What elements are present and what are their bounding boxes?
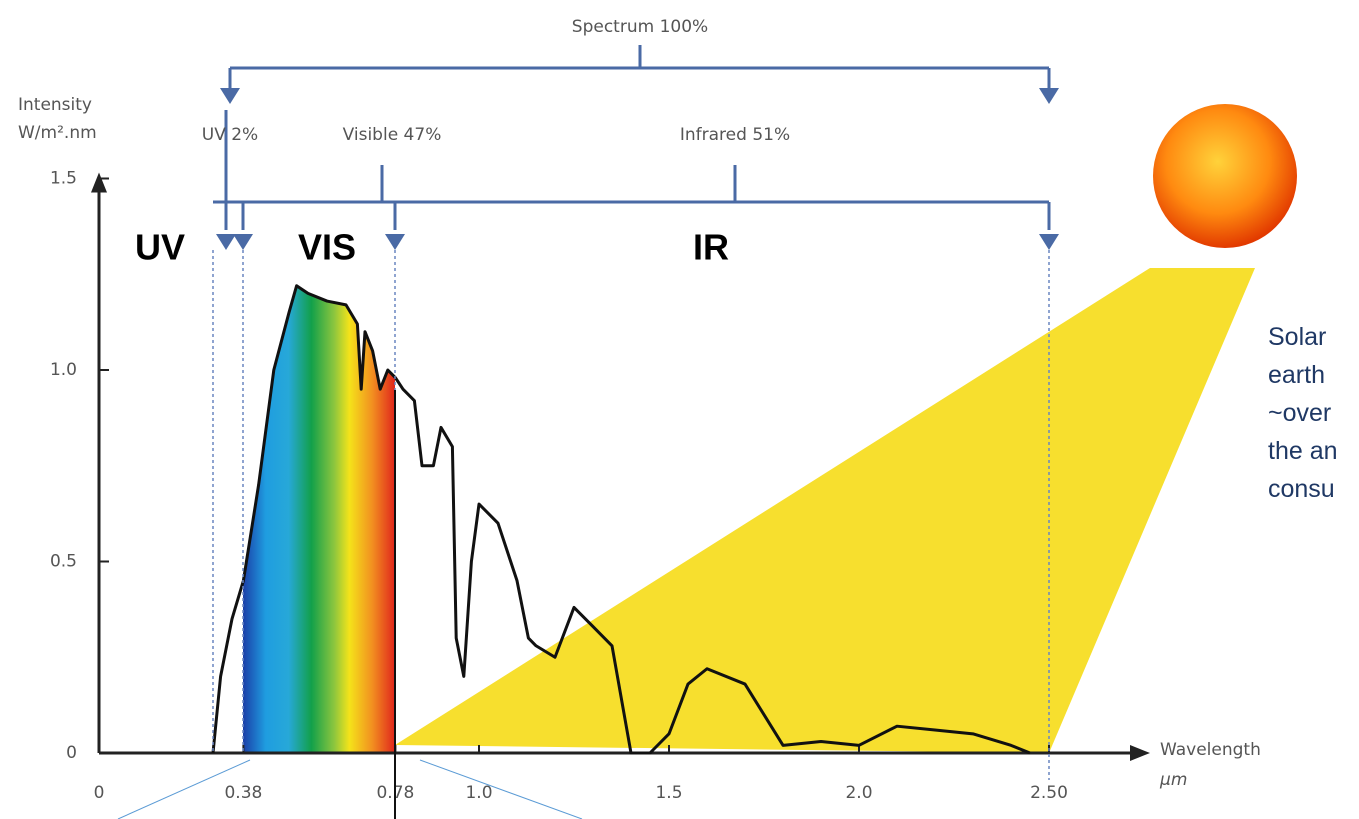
- y-tick-label: 1.0: [50, 360, 77, 380]
- sun: [1153, 104, 1297, 248]
- infrared-share: Infrared 51%: [680, 125, 790, 145]
- arrow: [216, 234, 236, 250]
- uv-share: UV 2%: [202, 125, 258, 145]
- x-tick-label: 1.0: [465, 783, 492, 803]
- arrow: [385, 234, 405, 250]
- uv-label: UV: [135, 227, 185, 268]
- note-line: consu: [1268, 475, 1335, 503]
- x-tick-label: 2.50: [1030, 783, 1068, 803]
- chart: 00.380.781.01.52.02.5000.51.01.5 Spectru…: [0, 0, 1359, 819]
- x-tick-label: 2.0: [845, 783, 872, 803]
- note-line: earth: [1268, 361, 1325, 389]
- x-tick-label: 0.38: [224, 783, 262, 803]
- arrow: [220, 88, 240, 104]
- x-axis-label: µm: [1159, 770, 1187, 790]
- x-axis-label: Wavelength: [1160, 740, 1261, 760]
- note-line: the an: [1268, 437, 1338, 465]
- y-axis-label: Intensity: [18, 95, 92, 115]
- y-tick-label: 1.5: [50, 169, 77, 189]
- x-axis-arrow: [1130, 745, 1150, 761]
- y-axis-arrow: [91, 173, 107, 193]
- x-tick-label: 0: [94, 783, 105, 803]
- arrow: [1039, 88, 1059, 104]
- visible-share: Visible 47%: [343, 125, 442, 145]
- x-tick-label: 1.5: [655, 783, 682, 803]
- arrow: [233, 234, 253, 250]
- arrow: [1039, 234, 1059, 250]
- ir-label: IR: [693, 227, 729, 268]
- note-line: Solar: [1268, 323, 1326, 351]
- light-beam: [395, 268, 1255, 753]
- spectrum-label: Spectrum 100%: [572, 17, 708, 37]
- y-tick-label: 0: [66, 743, 77, 763]
- callout-line: [420, 760, 582, 819]
- vis-label: VIS: [298, 227, 356, 268]
- y-axis-label: W/m².nm: [18, 123, 97, 143]
- y-tick-label: 0.5: [50, 552, 77, 572]
- note-line: ~over: [1268, 399, 1331, 427]
